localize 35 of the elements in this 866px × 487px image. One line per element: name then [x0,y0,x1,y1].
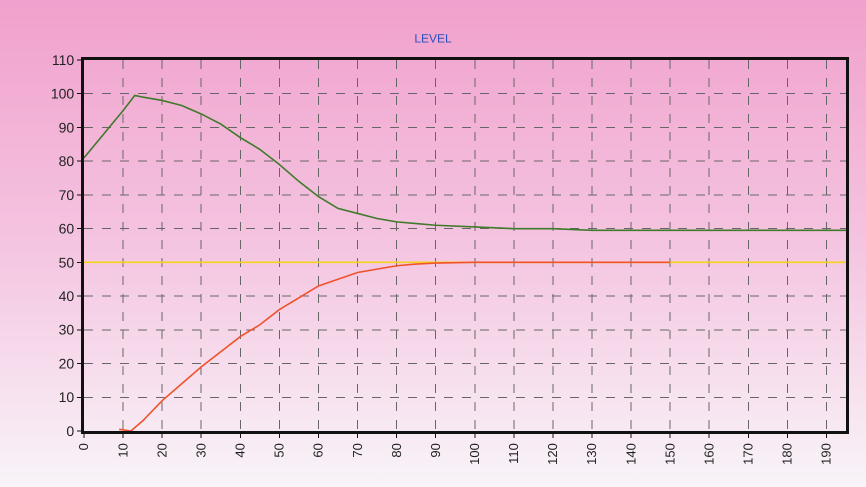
x-tick-label: 160 [701,443,716,465]
line-series [118,262,671,431]
x-tick-label: 130 [584,443,600,465]
y-tick-label: 0 [66,422,74,439]
x-tick-label: 170 [740,443,756,465]
y-tick-label: 30 [58,322,74,338]
x-tick-label: 20 [154,443,170,458]
x-tick-label: 80 [388,443,404,458]
x-tick-label: 190 [818,443,834,465]
chart-title: LEVEL [414,31,452,46]
y-tick-label: 90 [58,119,74,136]
line-series [84,94,846,232]
x-tick-label: 100 [466,443,482,465]
x-tick-label: 10 [115,443,130,458]
y-tick-label: 70 [58,186,74,203]
y-tick-label: 10 [58,389,74,406]
y-tick-label: 110 [52,52,74,68]
y-tick-label: 60 [58,220,74,237]
x-tick-label: 120 [545,443,560,465]
x-tick-label: 40 [232,443,248,458]
x-tick-label: 150 [662,443,678,465]
y-tick-label: 50 [58,254,74,270]
x-tick-label: 50 [272,443,287,458]
x-tick-label: 70 [350,443,365,458]
y-tick-label: 40 [58,288,74,304]
y-tick-label: 20 [58,355,74,372]
y-tick-label: 80 [58,153,74,170]
x-tick-label: 140 [623,443,638,465]
x-tick-label: 30 [193,443,208,458]
x-tick-label: 0 [76,443,92,450]
x-tick-label: 180 [780,443,795,465]
x-tick-label: 90 [428,443,443,458]
x-tick-label: 60 [310,443,326,458]
x-tick-label: 110 [506,443,522,464]
y-tick-label: 100 [50,86,74,102]
